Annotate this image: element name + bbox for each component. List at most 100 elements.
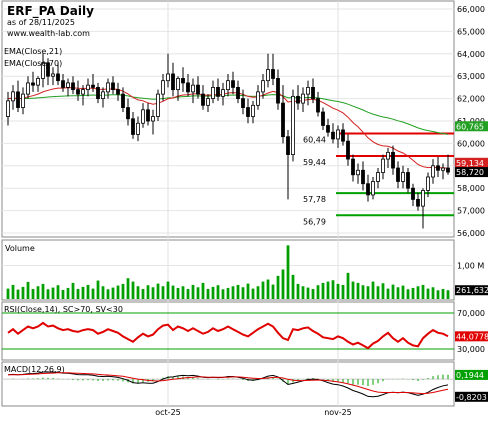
candle-body — [131, 118, 135, 135]
price-box-label: 60,765 — [456, 122, 484, 131]
candle-body — [311, 87, 315, 100]
candle-body — [246, 107, 250, 117]
volume-bar — [306, 287, 310, 299]
volume-bar — [441, 288, 445, 299]
macd-lines — [7, 371, 449, 398]
volume-bar — [26, 281, 30, 299]
candle-body — [396, 167, 400, 182]
candle-body — [141, 109, 145, 124]
volume-bar — [426, 288, 430, 299]
volume-bar — [276, 275, 280, 299]
volume-bar — [41, 283, 45, 299]
volume-bar — [356, 282, 360, 299]
candle-body — [406, 172, 410, 189]
candle-body — [86, 84, 90, 91]
volume-bar — [211, 286, 215, 299]
volume-bar — [376, 286, 380, 299]
candle-body — [381, 158, 385, 173]
candle-body — [216, 87, 220, 97]
as-of-date: as of 28/11/2025 — [7, 18, 75, 27]
candle-body — [176, 78, 180, 91]
candle-body — [11, 91, 15, 102]
ema21-legend: EMA(Close,21) — [4, 47, 62, 56]
candle-body — [441, 167, 445, 171]
candle-body — [371, 181, 375, 196]
volume-bar — [76, 288, 80, 299]
candle-body — [231, 80, 235, 88]
price-box — [455, 157, 488, 168]
candle-body — [326, 125, 330, 133]
volume-bar — [256, 286, 260, 299]
chart-title: ERF_PA Daily — [7, 4, 94, 19]
price-tick-label: 64,000 — [457, 50, 485, 59]
volume-bar — [166, 281, 170, 299]
volume-bar — [36, 286, 40, 299]
macd-signal-line — [8, 372, 449, 395]
candle-body — [171, 73, 175, 91]
volume-bar — [181, 286, 185, 299]
website-label: www.wealth-lab.com — [7, 29, 90, 38]
volume-bar — [71, 282, 75, 299]
volume-bar — [186, 288, 190, 299]
candle-body — [421, 190, 425, 207]
volume-bar — [321, 282, 325, 299]
volume-bar — [411, 287, 415, 299]
candle-body — [271, 69, 275, 79]
candle-body — [346, 140, 350, 160]
candle-body — [416, 198, 420, 207]
volume-bar — [386, 288, 390, 299]
price-tick-label: 65,000 — [457, 27, 485, 36]
rsi-panel-title: RSI(Close,14), SC>70, SV<30 — [4, 305, 123, 314]
candle-body — [276, 78, 280, 104]
volume-bar — [281, 269, 285, 299]
candle-body — [386, 151, 390, 160]
volume-bar — [251, 288, 255, 299]
volume-panel-title: Volume — [5, 244, 35, 253]
volume-bar — [121, 283, 125, 299]
candle-body — [166, 73, 170, 82]
candle-body — [321, 111, 325, 126]
volume-bar — [51, 287, 55, 299]
candle-body — [341, 129, 345, 142]
candle-body — [66, 82, 70, 88]
candle-body — [391, 151, 395, 169]
candle-body — [186, 82, 190, 93]
candle-body — [96, 87, 100, 100]
price-box-label: 59,134 — [456, 159, 484, 168]
volume-bar — [226, 287, 230, 299]
candle-body — [81, 89, 85, 95]
price-box — [455, 167, 488, 178]
candle-body — [101, 91, 105, 99]
volume-bar — [406, 289, 410, 299]
candle-body — [286, 136, 290, 155]
candle-body — [31, 82, 35, 86]
volume-bar — [111, 287, 115, 299]
volume-bar — [191, 284, 195, 299]
volume-bar — [236, 284, 240, 299]
volume-box — [455, 285, 488, 296]
rsi-box-label: 44,0778 — [456, 332, 489, 341]
candle-body — [156, 93, 160, 117]
volume-bar — [31, 288, 35, 299]
macd-panel-title: MACD(12,26,9) — [4, 365, 65, 374]
volume-bar — [116, 285, 120, 299]
candle-body — [136, 122, 140, 135]
candle-body — [151, 116, 155, 122]
candle-body — [306, 87, 310, 95]
volume-bar — [196, 287, 200, 299]
volume-bar — [16, 289, 20, 299]
candle-body — [146, 109, 150, 122]
volume-bar — [161, 286, 165, 299]
x-tick-label: oct-25 — [155, 408, 181, 417]
candle-body — [316, 98, 320, 113]
candle-body — [241, 98, 245, 108]
candle-body — [161, 80, 165, 95]
volume-bar — [291, 274, 295, 299]
volume-bars — [6, 245, 450, 299]
volume-bar — [156, 283, 160, 299]
macd-box-label: -0,8203 — [456, 393, 487, 402]
axis-labels: 66,00065,00064,00063,00062,00061,00060,0… — [155, 5, 489, 417]
price-box-label: 58,720 — [456, 168, 484, 177]
candle-body — [196, 84, 200, 95]
